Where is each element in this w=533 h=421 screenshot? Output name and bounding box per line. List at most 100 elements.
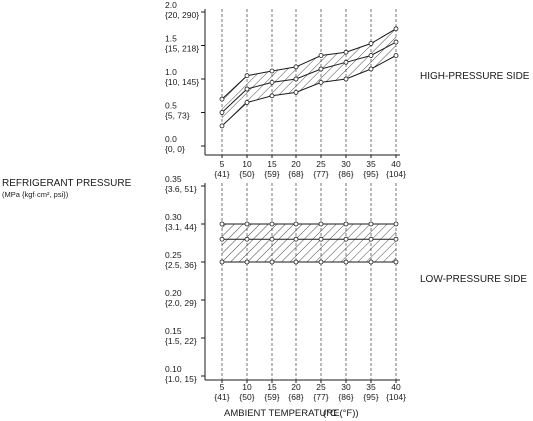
data-point	[244, 221, 250, 227]
x-tick-label: 25	[316, 382, 326, 392]
data-point	[219, 96, 225, 102]
data-point	[269, 93, 275, 99]
data-point	[393, 221, 399, 227]
data-point	[393, 259, 399, 265]
y-tick-label: 0.0	[165, 134, 177, 144]
data-point	[269, 259, 275, 265]
data-point	[293, 221, 299, 227]
x-tick-label: 20	[291, 159, 301, 169]
y-tick-label-alt: {10, 145}	[165, 77, 199, 87]
x-tick-label-alt: {77}	[313, 392, 328, 402]
data-point	[318, 221, 324, 227]
data-point	[368, 53, 374, 58]
y-tick-label-alt: {5, 73}	[165, 111, 190, 121]
data-point	[318, 259, 324, 265]
x-tick-label-alt: {95}	[363, 169, 378, 179]
data-point	[269, 80, 275, 85]
y-tick-label-alt: {2.5, 36}	[165, 260, 197, 270]
y-tick-label: 1.0	[165, 67, 177, 77]
x-tick-label-alt: {50}	[239, 392, 254, 402]
data-point	[219, 110, 225, 115]
data-point	[368, 66, 374, 72]
x-tick-label-alt: {104}	[386, 169, 406, 179]
y-tick-label-alt: {1.0, 15}	[165, 374, 197, 384]
y-tick-label: 2.0	[165, 0, 177, 10]
data-point	[244, 236, 250, 242]
data-point	[293, 259, 299, 265]
series-line-1	[221, 41, 397, 113]
x-tick-label: 35	[366, 159, 376, 169]
low-pressure-panel: 0.35{3.6, 51} 0.30{3.1, 44} 0.25{2.5, 36} 0…	[165, 174, 527, 402]
data-point	[343, 49, 349, 55]
data-point	[318, 66, 324, 72]
data-point	[244, 100, 250, 105]
x-tick-label-alt: {59}	[264, 169, 279, 179]
data-point	[393, 26, 399, 32]
data-point	[343, 259, 349, 265]
data-point	[368, 221, 374, 227]
x-tick-label: 25	[316, 159, 326, 169]
x-tick-label: 15	[267, 159, 277, 169]
data-point	[343, 59, 349, 65]
x-tick-label-alt: {68}	[288, 169, 303, 179]
data-point	[368, 236, 374, 242]
data-point	[343, 236, 349, 242]
x-tick-label: 15	[267, 382, 277, 392]
x-tick-label-alt: {104}	[386, 392, 406, 402]
x-tick-label: 5	[220, 382, 225, 392]
y-tick-label-alt: {15, 218}	[165, 44, 199, 54]
x-tick-label-alt: {68}	[288, 392, 303, 402]
x-tick-label-alt: {41}	[214, 169, 229, 179]
y-axis-label: REFRIGERANT PRESSURE	[2, 178, 132, 189]
data-point	[244, 86, 250, 92]
data-point	[219, 236, 225, 242]
data-point	[219, 221, 225, 227]
data-point	[244, 73, 250, 79]
data-point	[368, 41, 374, 46]
y-tick-label: 0.20	[165, 288, 182, 298]
data-point	[219, 123, 225, 129]
data-point	[368, 259, 374, 265]
y-tick-label-alt: {0, 0}	[165, 144, 185, 154]
high-side-label: HIGH-PRESSURE SIDE	[420, 71, 530, 82]
data-point	[244, 259, 250, 265]
y-tick-label: 0.15	[165, 326, 182, 336]
y-tick-label: 0.25	[165, 250, 182, 260]
x-tick-label: 40	[391, 159, 401, 169]
x-tick-label: 10	[242, 159, 252, 169]
y-tick-label-alt: {3.1, 44}	[165, 222, 197, 232]
y-tick-label: 0.5	[165, 101, 177, 111]
high-pressure-panel: 2.0{20, 290}1.5{15, 218}1.0{10, 145}0.5{…	[165, 0, 530, 179]
x-tick-label-alt: {41}	[214, 392, 229, 402]
data-point	[318, 53, 324, 58]
y-axis-units: (MPa {kgf·cm², psi})	[2, 190, 69, 199]
x-tick-label: 35	[366, 382, 376, 392]
x-axis-label: AMBIENT TEMPERATURE	[224, 408, 340, 419]
data-point	[293, 64, 299, 70]
data-point	[318, 80, 324, 85]
data-point	[219, 259, 225, 265]
x-tick-label: 20	[291, 382, 301, 392]
x-tick-label-alt: {50}	[239, 169, 254, 179]
data-point	[343, 221, 349, 227]
series-line-0	[221, 28, 397, 100]
pressure-band	[222, 28, 396, 126]
x-tick-label: 10	[242, 382, 252, 392]
pressure-band	[222, 224, 396, 262]
x-tick-label: 5	[220, 159, 225, 169]
y-tick-label: 0.35	[165, 174, 182, 184]
data-point	[393, 53, 399, 58]
low-side-label: LOW-PRESSURE SIDE	[420, 274, 527, 285]
data-point	[269, 236, 275, 242]
data-point	[343, 76, 349, 82]
x-tick-label-alt: {86}	[338, 169, 353, 179]
data-point	[393, 236, 399, 242]
x-tick-label: 40	[391, 382, 401, 392]
x-tick-label-alt: {95}	[363, 392, 378, 402]
y-tick-label: 0.10	[165, 364, 182, 374]
x-tick-label: 30	[341, 382, 351, 392]
y-tick-label-alt: {20, 290}	[165, 10, 199, 20]
data-point	[269, 68, 275, 74]
data-point	[293, 236, 299, 242]
